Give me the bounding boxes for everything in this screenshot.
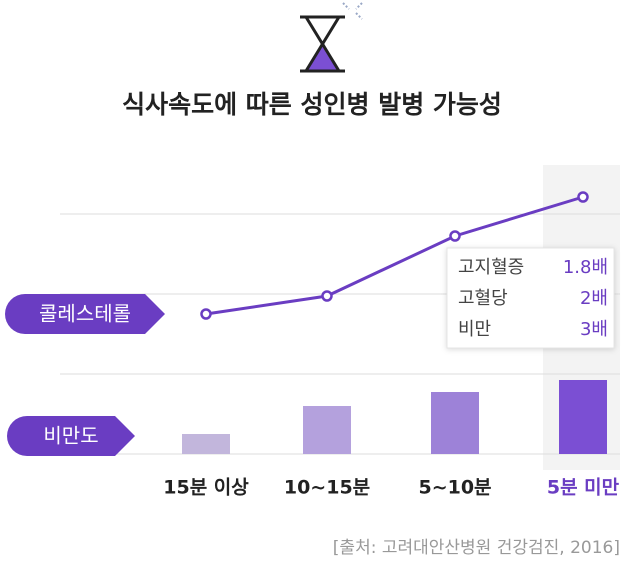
- bar: [559, 380, 607, 454]
- risk-box: [446, 247, 615, 349]
- bar: [431, 392, 479, 454]
- point: [577, 191, 589, 203]
- point: [321, 290, 333, 302]
- bar: [303, 406, 351, 454]
- risk-label: 비만: [458, 319, 491, 340]
- bar: [182, 434, 230, 454]
- legend-label: 콜레스테롤: [39, 302, 131, 326]
- point: [200, 308, 212, 320]
- source: [출처: 고려대안산병원 건강검진, 2016]: [333, 538, 620, 558]
- hourglass-icon: [300, 2, 363, 73]
- risk-label: 고지혈증: [458, 257, 524, 278]
- x-tick-label: 10~15분: [284, 477, 370, 499]
- legend-callout: [7, 416, 135, 456]
- legend-callout: [5, 294, 165, 334]
- x-tick-label: 5~10분: [418, 477, 491, 499]
- legend-label: 비만도: [43, 424, 98, 448]
- risk-value: 3배: [580, 319, 608, 340]
- risk-value: 1.8배: [563, 257, 608, 278]
- risk-value: 2배: [580, 288, 608, 309]
- risk-label: 고혈당: [458, 288, 508, 309]
- chart-title: 식사속도에 따른 성인병 발병 가능성: [122, 90, 502, 119]
- x-tick-label: 5분 미만: [547, 477, 620, 499]
- point: [449, 230, 461, 242]
- line: [205, 195, 584, 316]
- x-tick-label: 15분 이상: [163, 477, 249, 499]
